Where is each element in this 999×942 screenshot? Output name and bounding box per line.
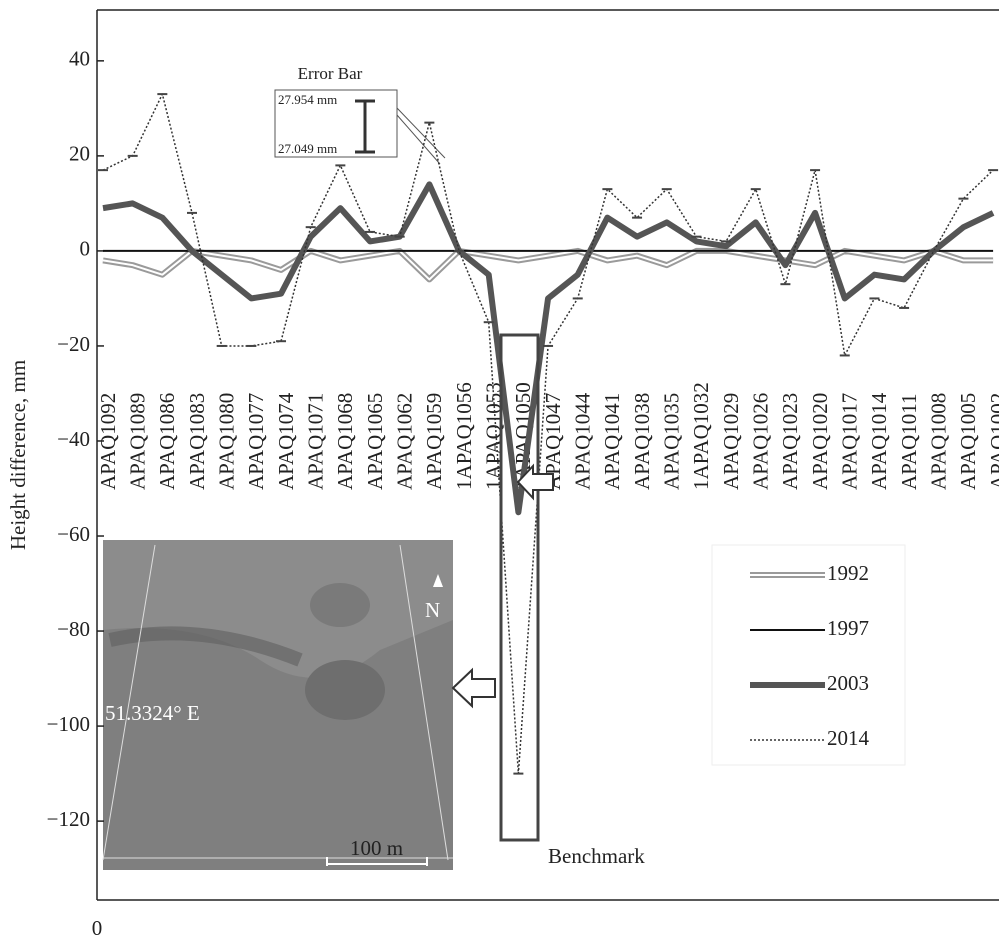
arrow [451,667,496,709]
x-tick-label: APAQ1005 [956,393,980,490]
x-tick-label: APAQ1074 [274,392,298,490]
scale-label: 100 m [350,836,403,860]
y-tick-label: 40 [69,47,90,71]
x-tick-label: APAQ1083 [185,393,209,490]
legend-label: 2003 [827,671,869,695]
latitude-label: 36.1476° N [185,868,282,892]
x-tick-label: APAQ1035 [660,393,684,490]
x-tick-label: APAQ1068 [333,393,357,490]
x-tick-label: APAQ1062 [393,393,417,490]
benchmark-label: Benchmark [548,844,645,868]
y-tick-label: 20 [69,142,90,166]
y-tick-label: −20 [57,332,90,356]
error-bar-bottom: 27.049 mm [278,141,337,156]
x-tick-label: APAQ1086 [155,393,179,490]
x-tick-label: APAQ1077 [244,393,268,490]
x-tick-label: APAQ1065 [363,393,387,490]
y-axis-label: Height difference, mm [6,360,30,550]
error-bar-inset: Error Bar 27.954 mm 27.049 mm [274,64,446,165]
y-tick-label: 0 [80,237,91,261]
x-tick-label: 1APAQ1032 [689,382,713,490]
x-tick-label: APAQ1092 [96,393,120,490]
x-tick-label: APAQ1041 [600,393,624,490]
benchmark-box [499,333,540,842]
y-tick-label: −40 [57,427,90,451]
x-tick-label: APAQ1020 [808,393,832,490]
x-tick-label: APAQ1080 [214,393,238,490]
x-tick-label: APAQ1017 [838,393,862,490]
y-tick-label: −60 [57,522,90,546]
legend-label: 1992 [827,561,869,585]
x-tick-label: APAQ1002 [986,393,999,490]
x-axis-label: 0 [92,916,103,940]
legend-label: 1997 [827,616,869,640]
x-tick-label: 1APAQ1056 [452,382,476,490]
legend-label: 2014 [827,726,870,750]
series-line [102,181,995,516]
x-tick-label: APAQ1044 [571,392,595,490]
longitude-label: 51.3324° E [105,701,200,725]
north-label: N [425,598,440,622]
y-tick-label: −100 [47,712,90,736]
inset-photo: 51.3324° E 36.1476° N 100 m N [102,540,453,892]
x-tick-label: APAQ1014 [867,392,891,490]
x-tick-label: APAQ1038 [630,393,654,490]
x-tick-label: APAQ1029 [719,393,743,490]
y-tick-label: −80 [57,617,90,641]
x-tick-label: APAQ1023 [778,393,802,490]
error-bar-title: Error Bar [298,64,363,83]
x-tick-label: APAQ1026 [749,393,773,490]
y-tick-label: −120 [47,807,90,831]
benchmark-arrow [516,463,554,501]
x-tick-label: APAQ1059 [422,393,446,490]
legend [711,544,906,766]
x-tick-label: APAQ1011 [897,394,921,490]
x-tick-label: APAQ1089 [125,393,149,490]
error-bar-top: 27.954 mm [278,92,337,107]
x-tick-label: APAQ1008 [927,393,951,490]
x-tick-label: APAQ1071 [304,393,328,490]
